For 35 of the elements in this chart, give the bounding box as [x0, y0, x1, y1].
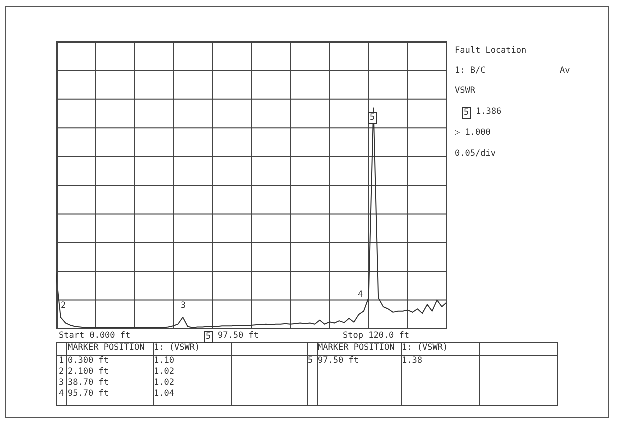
text: 2 [59, 367, 64, 377]
text: Fault Location [455, 46, 527, 56]
text: 0.05/div [455, 149, 496, 159]
text: 1 [59, 356, 64, 366]
text: 97.50 ft [318, 356, 359, 366]
text: MARKER POSITION [68, 343, 145, 353]
text: 5 [204, 331, 214, 343]
text: VSWR [455, 86, 476, 96]
text: 2.100 ft [68, 367, 109, 377]
text: 1.04 [154, 389, 174, 399]
text: Start 0.000 ft [59, 331, 131, 341]
annotation: 4 [358, 290, 364, 300]
text: 1.02 [154, 378, 174, 388]
text: 3 [59, 378, 64, 388]
text: 5 [462, 107, 472, 119]
text: Av [560, 66, 570, 76]
text: 1: B/C [455, 66, 486, 76]
text: ▷ 1.000 [455, 128, 491, 138]
text: 0.300 ft [68, 356, 109, 366]
text: 1.02 [154, 367, 174, 377]
text: 5 [308, 356, 314, 366]
annotation: 2 [61, 301, 66, 311]
text: 1.386 [476, 107, 502, 117]
text: 1.38 [402, 356, 422, 366]
text: 1.10 [154, 356, 174, 366]
text: Stop 120.0 ft [343, 331, 410, 341]
text: 1: (VSWR) [154, 343, 200, 353]
text: MARKER POSITION [318, 343, 395, 353]
text: 4 [59, 389, 64, 399]
text: 95.70 ft [68, 389, 109, 399]
text: 97.50 ft [218, 331, 259, 341]
annotation: 5 [368, 112, 378, 124]
annotation: 3 [181, 301, 186, 311]
text: 1: (VSWR) [402, 343, 448, 353]
text: 38.70 ft [68, 378, 109, 388]
